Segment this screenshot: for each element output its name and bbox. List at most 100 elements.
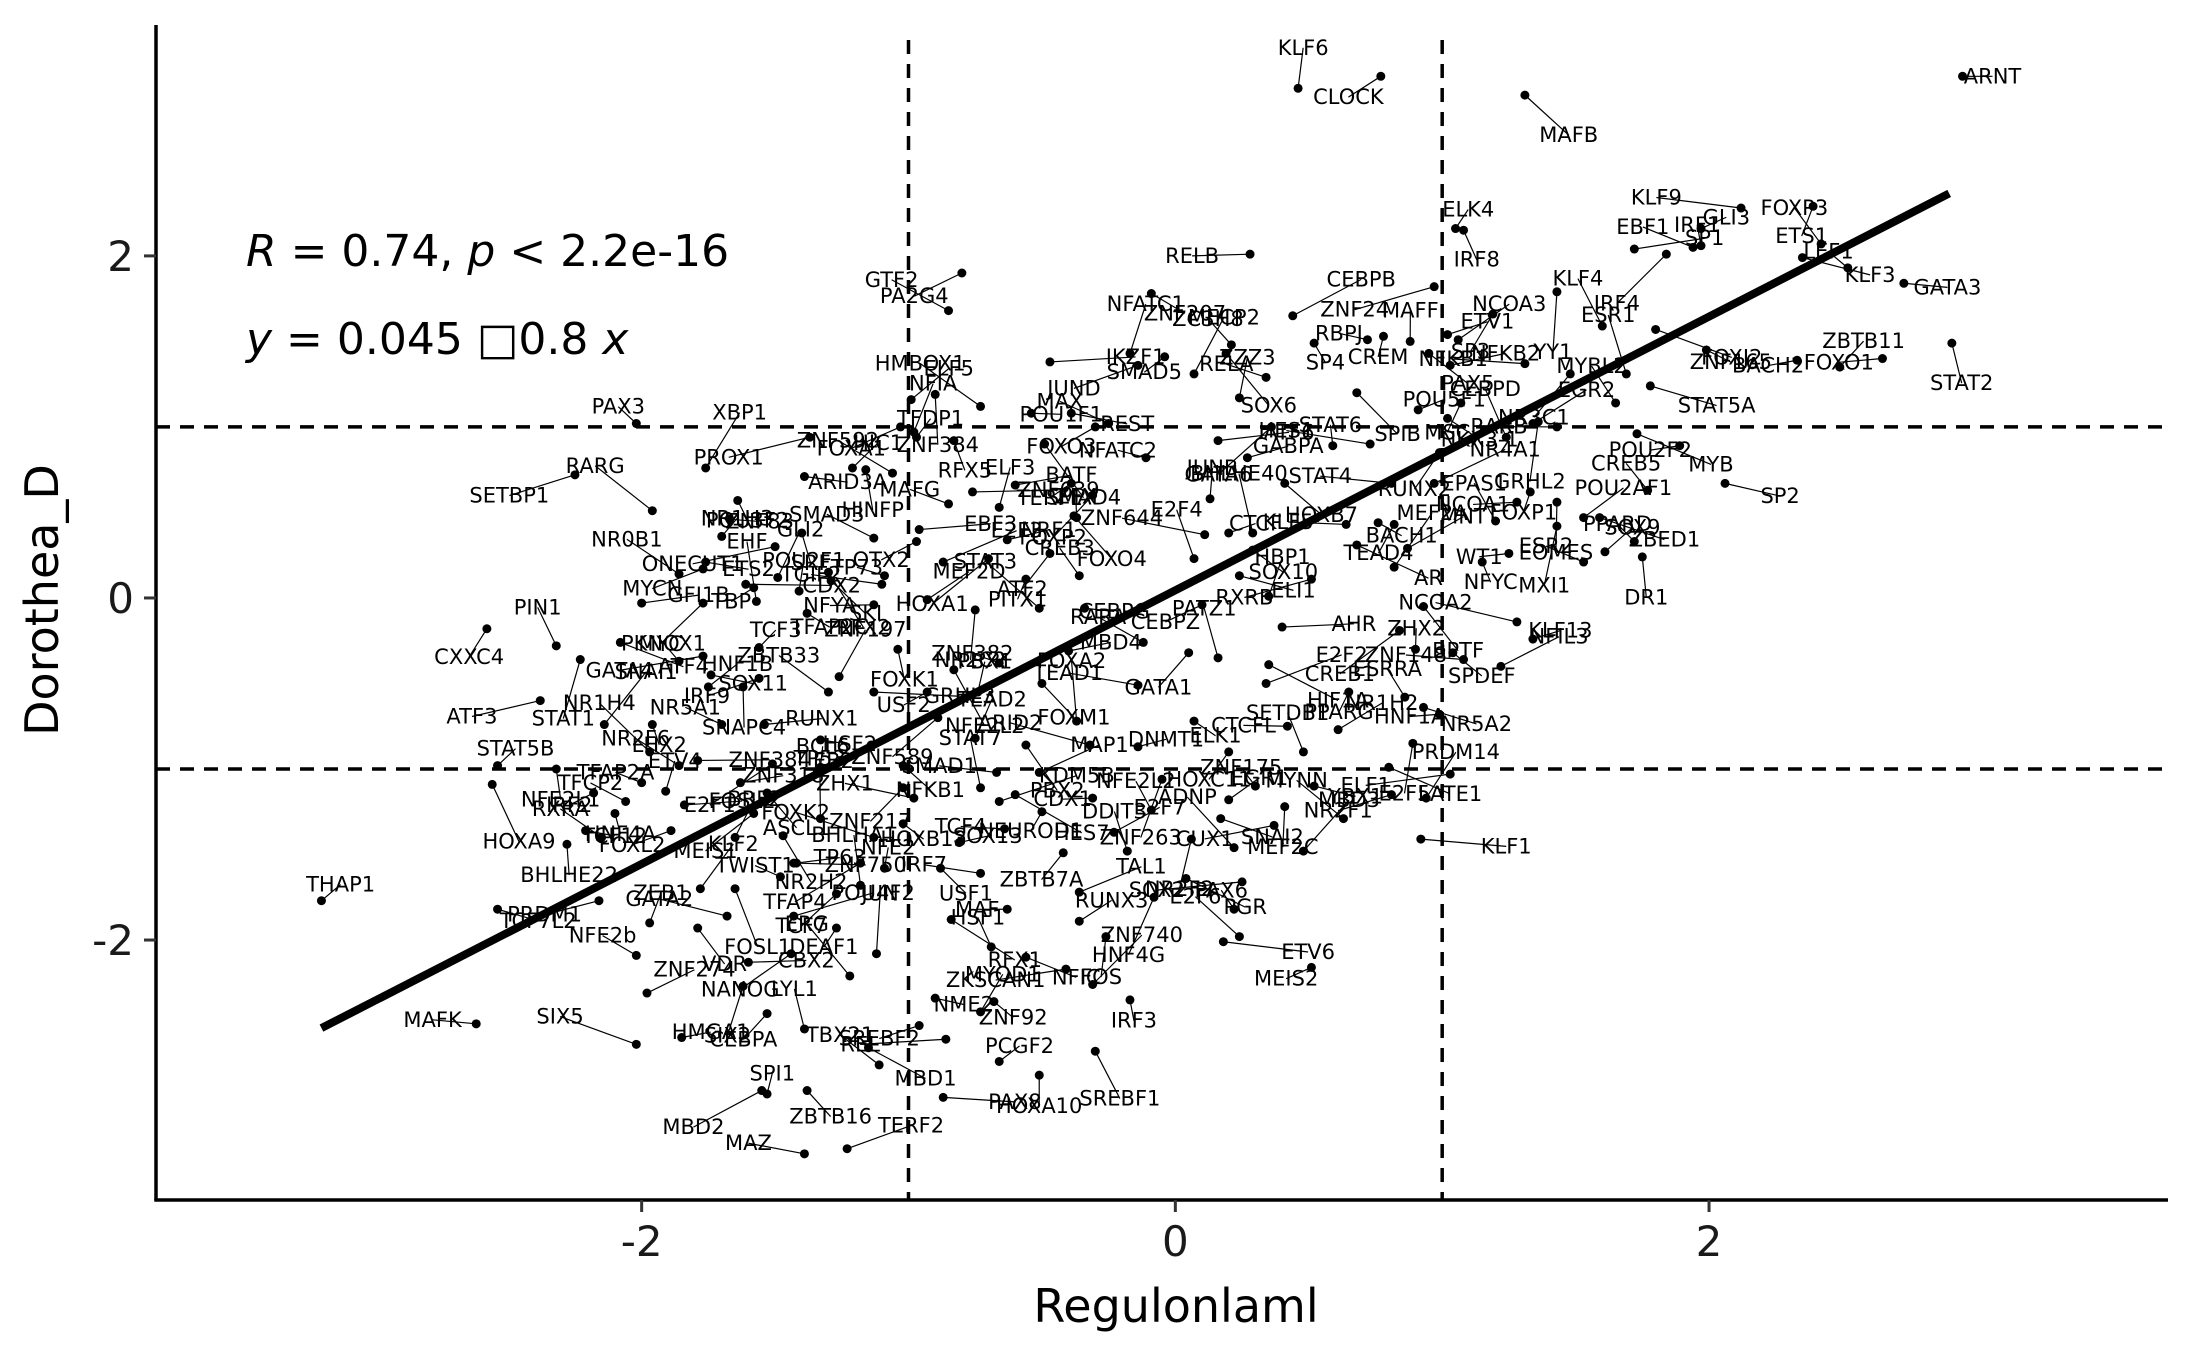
data-point <box>1197 600 1207 610</box>
point-label: OTX2 <box>853 548 910 572</box>
y-tick-label: 2 <box>107 232 134 281</box>
label-leader <box>856 566 885 577</box>
data-point <box>1333 725 1343 735</box>
label-leader <box>1049 356 1136 363</box>
label-leader <box>684 800 743 806</box>
point-label: ATF2 <box>997 577 1048 601</box>
data-point <box>1459 225 1469 235</box>
data-point <box>823 567 833 577</box>
data-point <box>1637 552 1647 562</box>
data-point <box>1058 848 1068 858</box>
data-point <box>1552 422 1562 432</box>
data-point <box>1181 873 1191 883</box>
label-leader <box>1724 482 1781 497</box>
point-label: MAX <box>1037 389 1084 413</box>
data-point <box>316 896 326 906</box>
point-label: NFYA <box>803 593 857 617</box>
label-leader <box>603 671 647 725</box>
point-label: GLI2 <box>777 518 825 542</box>
data-point <box>786 949 796 959</box>
data-point <box>738 981 748 991</box>
data-point <box>701 463 711 473</box>
point-label: TCF4 <box>934 814 987 838</box>
point-label: E2F5 <box>1378 781 1430 805</box>
point-label: STAT5A <box>1678 394 1756 418</box>
data-point <box>1224 528 1234 538</box>
point-label: ZNF382 <box>931 642 1013 666</box>
data-point <box>1352 388 1362 398</box>
label-leader <box>892 717 939 758</box>
data-point <box>1808 201 1818 211</box>
data-point <box>482 624 492 634</box>
data-point <box>1288 311 1298 321</box>
label-leader <box>742 1013 768 1040</box>
data-point <box>861 465 871 475</box>
data-point <box>1037 807 1047 817</box>
data-point <box>1085 740 1095 750</box>
data-point <box>944 499 954 509</box>
data-point <box>701 557 711 567</box>
data-point <box>1389 519 1399 529</box>
point-label: HOXA10 <box>996 1094 1082 1118</box>
label-leader <box>1207 318 1232 346</box>
data-point <box>1344 687 1354 697</box>
point-label: USF1 <box>939 881 993 905</box>
point-label: NFIL3 <box>1530 625 1589 649</box>
label-leader <box>729 518 760 523</box>
data-point <box>797 528 807 538</box>
point-label: FOSL1 <box>724 935 791 959</box>
label-leader <box>1247 445 1289 459</box>
label-leader <box>1296 779 1344 820</box>
point-label: NR2H2 <box>775 870 848 894</box>
data-point <box>693 923 703 933</box>
point-label: PRDM14 <box>1412 740 1500 764</box>
data-point <box>733 495 743 505</box>
label-leader <box>1339 629 1400 675</box>
point-label: WT1 <box>1456 545 1503 569</box>
point-label: ZNF24 <box>1320 298 1389 322</box>
data-point <box>1189 716 1199 726</box>
label-leader <box>734 888 759 948</box>
point-label: HOXC11 <box>1166 767 1251 791</box>
data-point <box>1080 603 1090 613</box>
point-label: NR1H2 <box>1346 691 1419 715</box>
label-leader <box>1117 449 1147 459</box>
point-label: MAZ <box>725 1131 772 1155</box>
point-label: EOMES <box>1519 541 1594 565</box>
point-label: FOXM1 <box>1037 705 1110 729</box>
point-label: REST <box>1100 412 1154 436</box>
label-leader <box>1625 462 1649 491</box>
point-label: KDM5B <box>1039 764 1115 788</box>
data-point <box>1021 574 1031 584</box>
point-label: NFE2L1 <box>521 788 600 812</box>
label-leader <box>615 771 642 784</box>
point-label: SREBF1 <box>1079 1087 1160 1111</box>
data-point <box>871 949 881 959</box>
point-label: FOXP1 <box>1490 500 1558 524</box>
point-label: TWIST1 <box>714 854 794 878</box>
data-point <box>1445 360 1455 370</box>
label-leader <box>491 784 520 842</box>
data-point <box>909 793 919 803</box>
point-label: MEIS2 <box>1254 967 1318 991</box>
point-label: CUX1 <box>1176 827 1234 851</box>
point-label: GRHL2 <box>1494 470 1566 494</box>
label-leader <box>1078 899 1112 922</box>
label-leader <box>1014 794 1083 834</box>
point-label: RBPJ <box>1315 321 1363 345</box>
label-leader <box>1238 357 1248 398</box>
label-leader <box>509 474 576 497</box>
label-leader <box>1524 94 1570 136</box>
label-leader <box>1007 529 1049 541</box>
label-leader <box>1121 517 1205 536</box>
label-leader <box>1238 473 1254 534</box>
point-label: PGR <box>1223 895 1267 919</box>
label-leader <box>1446 402 1462 433</box>
point-label: TCF12 <box>581 824 647 848</box>
point-label: NFKB1 <box>1419 347 1488 371</box>
data-point <box>1632 429 1642 439</box>
data-point <box>863 1043 873 1053</box>
data-point <box>741 579 751 589</box>
point-label: NCOA2 <box>1398 591 1472 615</box>
